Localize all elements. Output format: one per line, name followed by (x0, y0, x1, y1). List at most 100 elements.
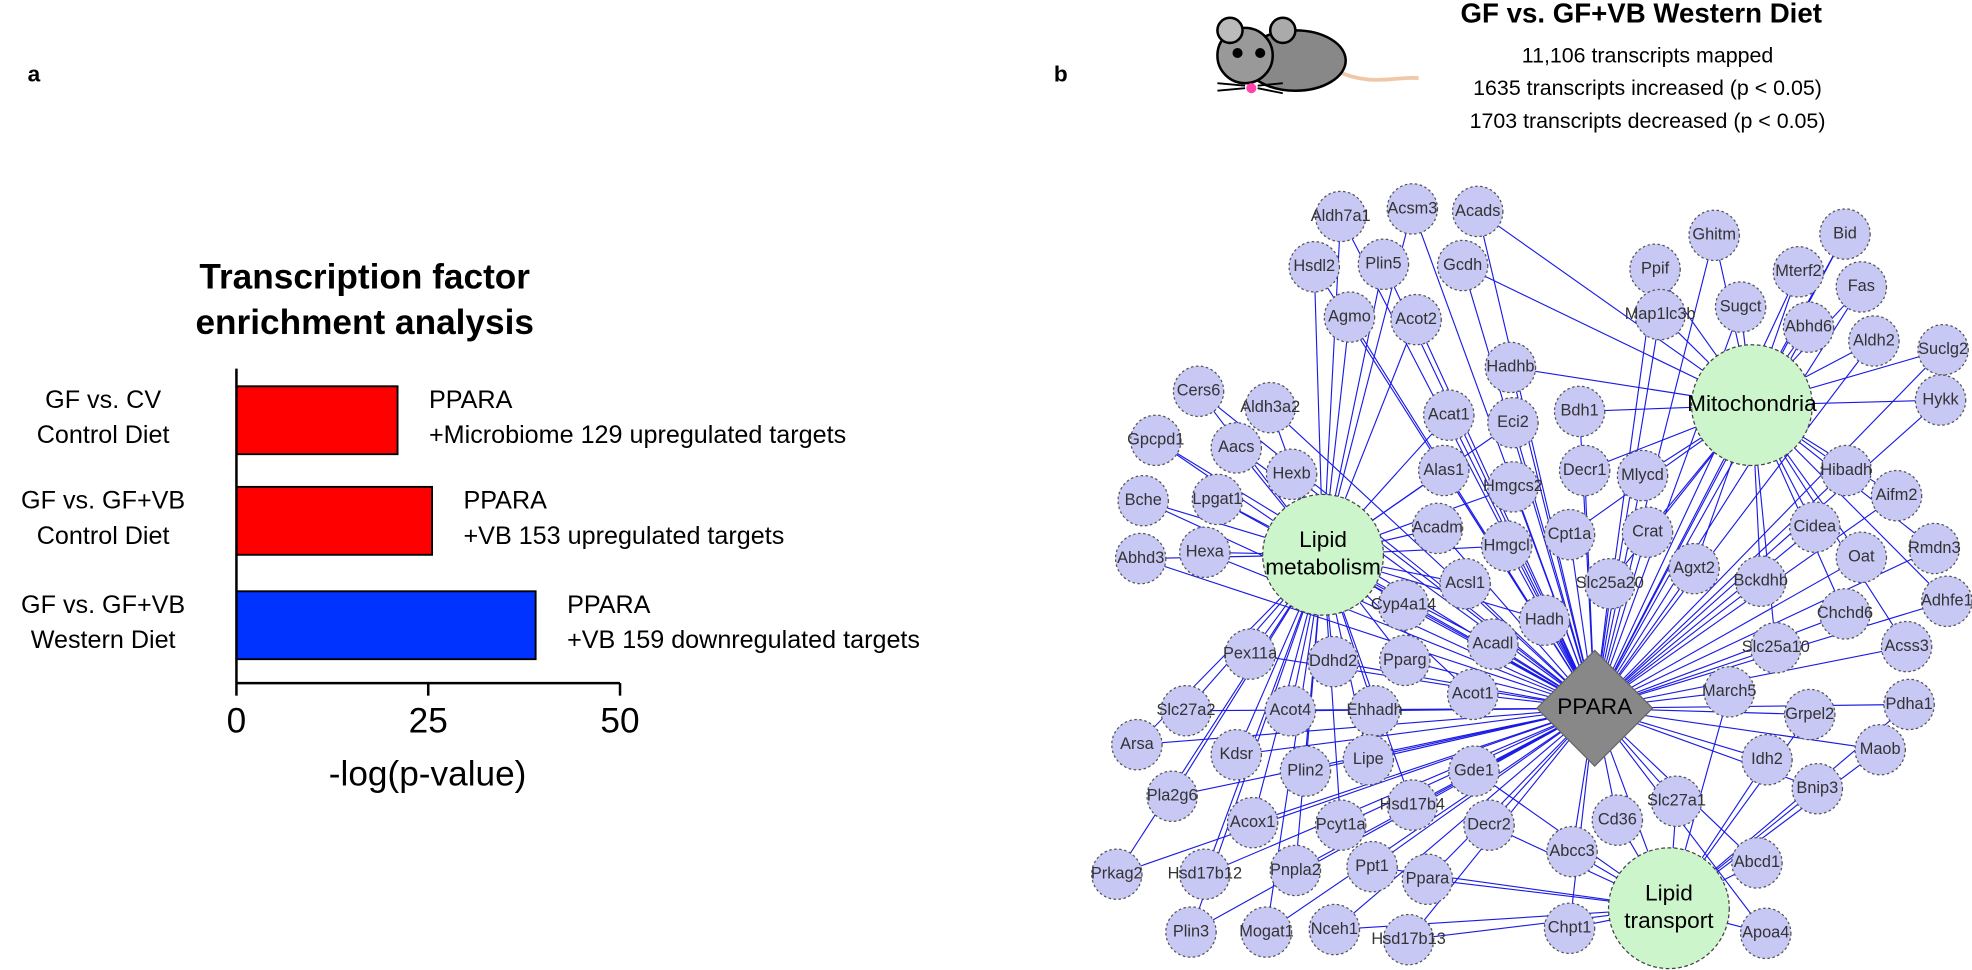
gene-circle (1789, 501, 1841, 553)
gene-label: Chchd6 (1817, 604, 1873, 622)
gene-circle (1226, 796, 1279, 849)
gene-node: Apoa4 (1739, 907, 1792, 960)
gene-node: Idh2 (1741, 734, 1793, 786)
gene-node: Plin3 (1165, 906, 1217, 958)
bar (235, 485, 434, 556)
summary-line: 1635 transcripts increased (p < 0.05) (1473, 76, 1822, 100)
network-title: GF vs. GF+VB Western Diet (1461, 0, 1822, 29)
bar-annotation: +Microbiome 129 upregulated targets (429, 421, 846, 449)
gene-node: Sugct (1714, 281, 1767, 333)
gene-circle (1323, 291, 1376, 343)
gene-label: Aldh2 (1853, 331, 1895, 349)
gene-node: Acadm (1411, 502, 1464, 555)
gene-node: Plin5 (1357, 238, 1410, 291)
gene-circle (1546, 825, 1598, 878)
gene-circle (1480, 520, 1533, 572)
gene-node: Cyp4a14 (1371, 579, 1436, 631)
gene-circle (1379, 634, 1431, 687)
gene-node: Bckdhb (1733, 555, 1788, 607)
edge (1594, 271, 1799, 709)
gene-label: Apoa4 (1742, 924, 1789, 942)
gene-node: Acot2 (1390, 293, 1442, 346)
gene-node: Cidea (1789, 501, 1841, 553)
gene-node: March5 (1702, 666, 1756, 718)
gene-circle (1835, 261, 1888, 313)
gene-label: Pex11a (1223, 644, 1278, 662)
gene-node: Slc27a2 (1156, 684, 1215, 737)
gene-circle (1487, 396, 1539, 449)
gene-circle (1467, 618, 1519, 670)
summary-line: 1703 transcripts decreased (p < 0.05) (1470, 109, 1826, 133)
gene-label: Gde1 (1454, 761, 1494, 779)
gene-node: Abhd3 (1114, 532, 1167, 585)
gene-node: Slc27a1 (1647, 775, 1706, 828)
gene-node: Ddhd2 (1307, 635, 1359, 688)
gene-node: Ehhadh (1346, 684, 1403, 737)
gene-circle (1734, 555, 1787, 607)
gene-label: Bckdhb (1733, 572, 1787, 590)
gene-node: Adhfe1 (1921, 575, 1972, 628)
hub-label: Lipid (1645, 880, 1693, 905)
gene-label: Pcyt1a (1316, 816, 1367, 834)
gene-label: Pdha1 (1886, 695, 1933, 713)
gene-circle (1870, 469, 1923, 522)
x-tick-label: 25 (409, 702, 448, 741)
gene-node: Abcd1 (1731, 837, 1783, 889)
summary-line: 11,106 transcripts mapped (1522, 43, 1774, 67)
bar-annotation: +VB 153 upregulated targets (464, 522, 785, 550)
gene-node: Kdsr (1210, 728, 1263, 781)
gene-node: Ghitm (1688, 209, 1740, 262)
gene-node: Maob (1854, 723, 1906, 776)
gene-circle (1382, 913, 1435, 966)
edge (1415, 319, 1596, 709)
gene-circle (1146, 770, 1198, 823)
gene-label: Mterf2 (1775, 262, 1821, 280)
gene-node: Hibadh (1820, 444, 1872, 497)
gene-circle (1357, 238, 1410, 291)
hub-label: transport (1624, 908, 1714, 933)
gene-circle (1390, 293, 1442, 346)
x-tick-label: 50 (600, 702, 639, 741)
y-tick-label: Western Diet (31, 626, 176, 654)
gene-label: Slc25a10 (1742, 638, 1810, 656)
gene-circle (1883, 678, 1935, 731)
gene-node: Cd36 (1591, 794, 1644, 846)
gene-label: Slc25a20 (1576, 574, 1644, 592)
edge (1594, 399, 1941, 709)
gene-circle (1288, 241, 1341, 293)
gene-circle (1342, 734, 1395, 786)
gene-circle (1584, 557, 1636, 610)
gene-label: Abhd6 (1785, 317, 1832, 335)
gene-node: Hsdl2 (1288, 241, 1341, 293)
gene-circle (1739, 907, 1792, 960)
gene-circle (1114, 532, 1167, 585)
gene-node: Crat (1621, 506, 1674, 558)
panel-label: b (1054, 62, 1068, 87)
gene-node: Bid (1819, 208, 1871, 260)
gene-label: Pparg (1383, 651, 1427, 669)
gene-label: Bid (1833, 224, 1857, 242)
gene-label: Prkag2 (1091, 865, 1143, 883)
gene-circle (1377, 579, 1430, 631)
gene-label: Oat (1848, 548, 1875, 566)
gene-circle (1616, 449, 1669, 502)
gene-node: Aacs (1210, 422, 1263, 474)
gene-node: Suclg2 (1917, 324, 1969, 376)
gene-node: Ppara (1401, 853, 1454, 906)
bar-annotation: PPARA (464, 487, 548, 515)
gene-circle (1210, 728, 1263, 781)
edge (1594, 286, 1862, 709)
bar (235, 590, 537, 661)
gene-label: Suclg2 (1918, 340, 1968, 358)
gene-circle (1130, 414, 1182, 467)
gene-label: Kdsr (1219, 745, 1253, 763)
hub-label: metabolism (1265, 555, 1381, 580)
gene-node: Hadhb (1484, 341, 1537, 394)
edge (1594, 526, 1816, 709)
gene-circle (1160, 684, 1212, 737)
edge (1334, 707, 1596, 931)
gene-label: Hsd17b4 (1380, 795, 1445, 813)
gene-node: Hexa (1179, 526, 1231, 579)
gene-circle (1714, 281, 1767, 333)
gene-circle (1650, 775, 1703, 828)
